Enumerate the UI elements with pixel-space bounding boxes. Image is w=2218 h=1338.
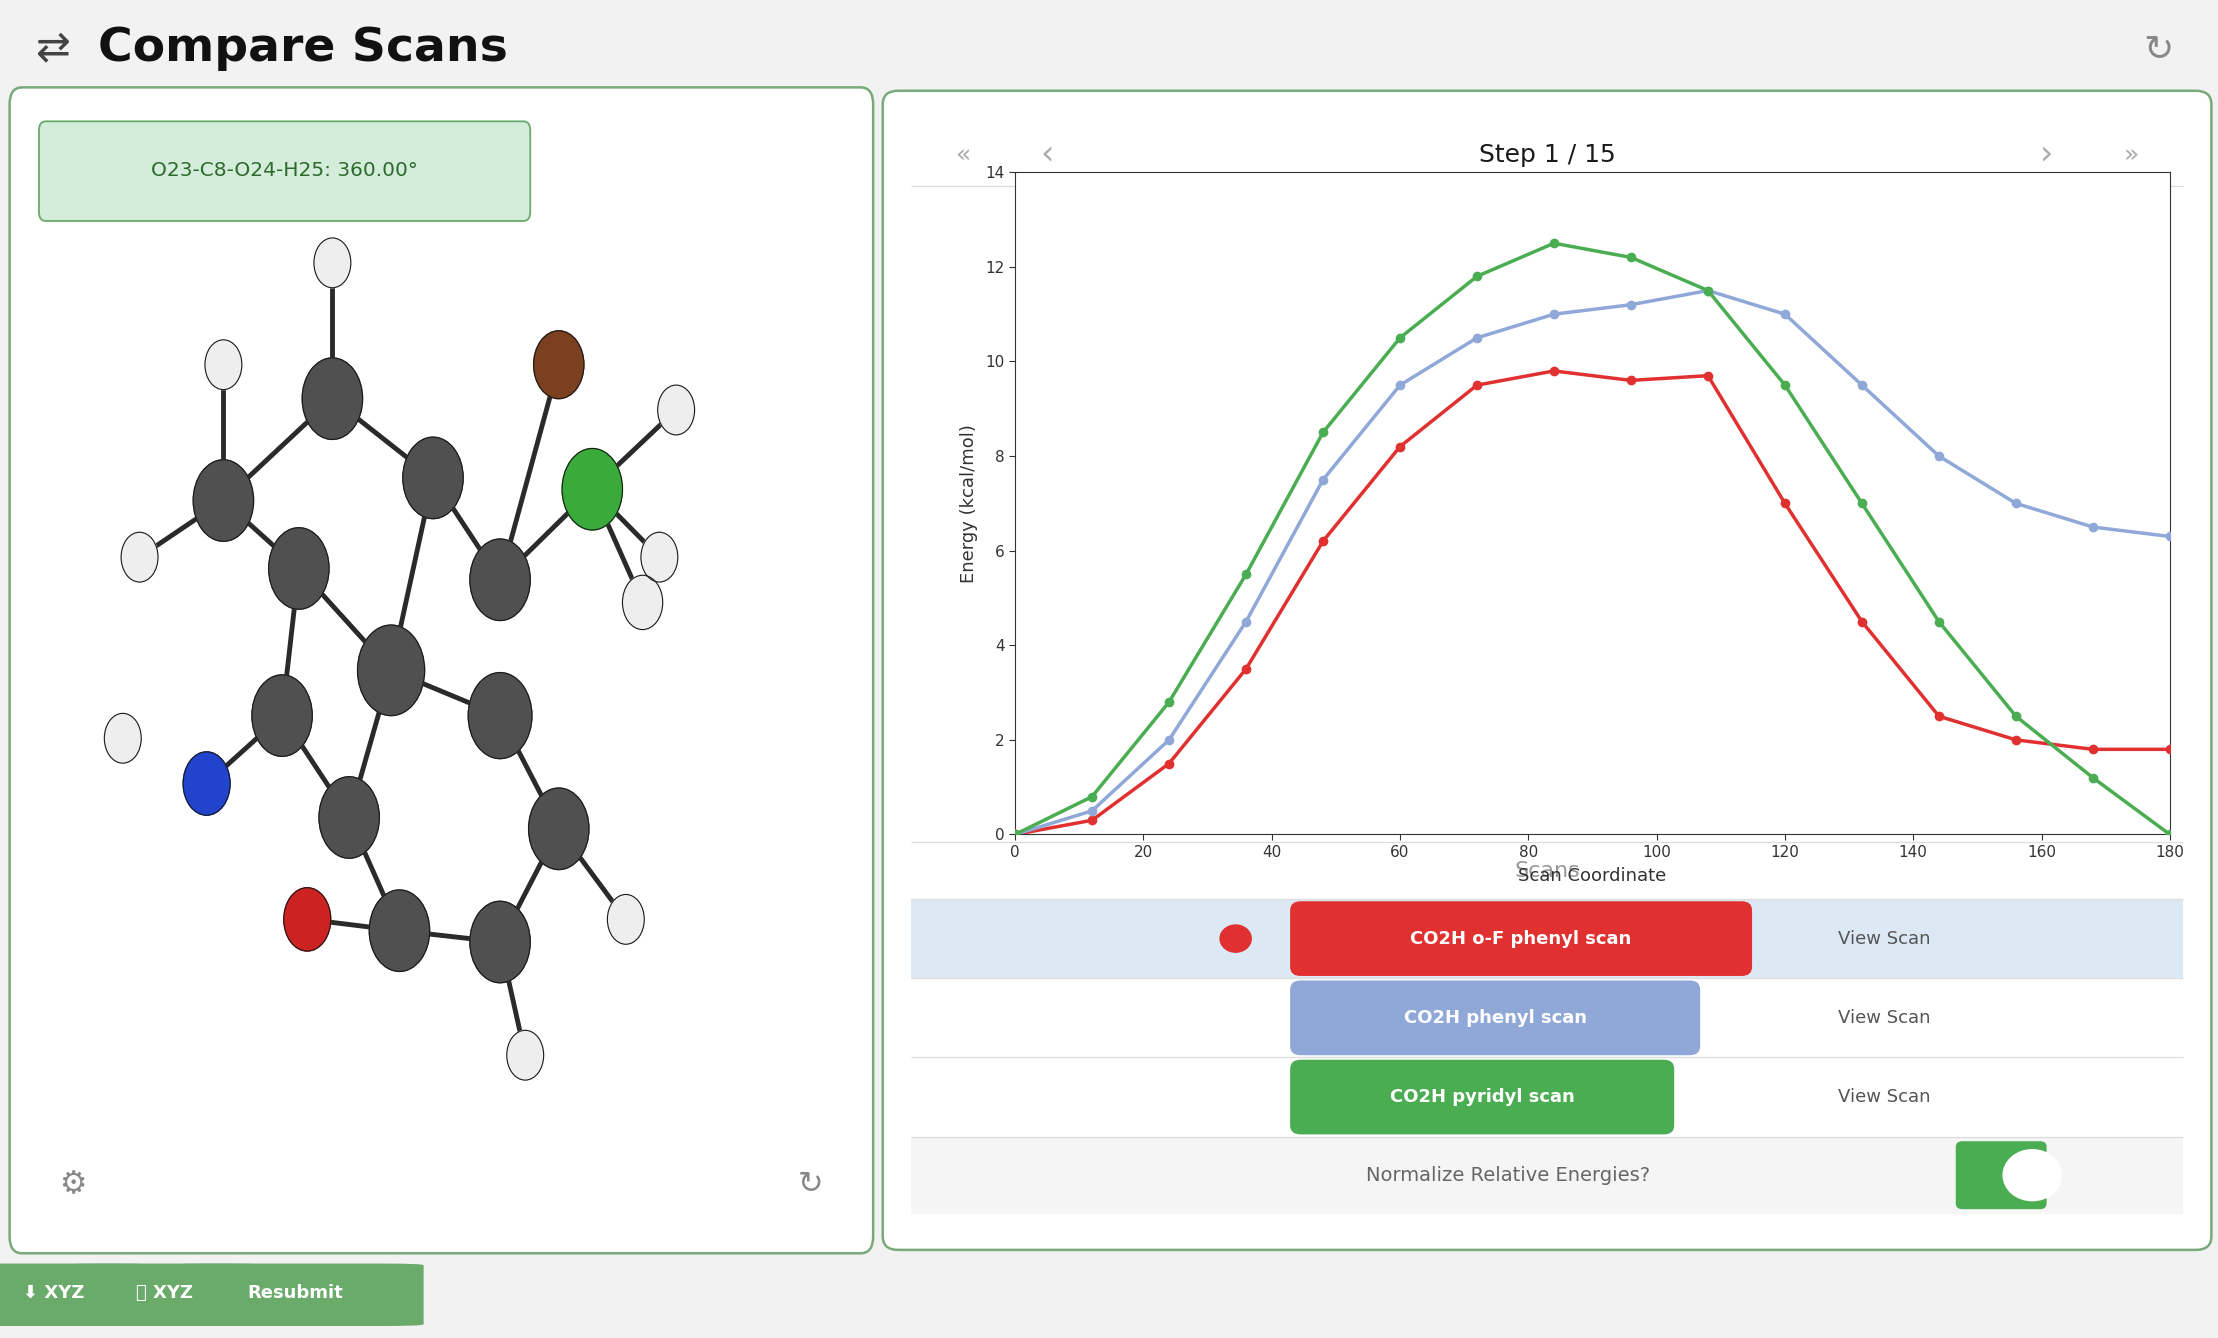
Circle shape [608,895,643,945]
Text: CO2H phenyl scan: CO2H phenyl scan [1404,1009,1586,1026]
Text: View Scan: View Scan [1839,930,1930,947]
FancyBboxPatch shape [0,1263,157,1326]
Text: ⎘ XYZ: ⎘ XYZ [135,1283,193,1302]
Circle shape [104,713,142,763]
Circle shape [184,752,231,815]
Circle shape [623,575,663,630]
Circle shape [368,890,430,971]
Text: Compare Scans: Compare Scans [98,27,508,71]
Circle shape [528,788,590,870]
Text: Resubmit: Resubmit [246,1283,344,1302]
Circle shape [470,539,530,621]
FancyBboxPatch shape [9,87,874,1254]
Text: Scans: Scans [1515,860,1579,880]
Circle shape [2003,1149,2061,1200]
Circle shape [315,238,350,288]
Text: »: » [2123,143,2138,167]
Circle shape [468,673,532,759]
Text: ↻: ↻ [2143,32,2174,66]
Text: CO2H o-F phenyl scan: CO2H o-F phenyl scan [1411,930,1632,947]
Circle shape [122,533,157,582]
Circle shape [1220,925,1251,953]
Circle shape [535,330,583,399]
Text: Step 1 / 15: Step 1 / 15 [1479,143,1615,167]
FancyBboxPatch shape [1956,1141,2047,1210]
Text: View Scan: View Scan [1839,1088,1930,1107]
Circle shape [357,625,424,716]
FancyBboxPatch shape [166,1263,424,1326]
FancyBboxPatch shape [1291,902,1752,975]
Text: O23-C8-O24-H25: 360.00°: O23-C8-O24-H25: 360.00° [151,161,417,179]
Text: ⚙: ⚙ [60,1169,87,1199]
FancyBboxPatch shape [912,899,2183,978]
Circle shape [268,527,328,609]
FancyBboxPatch shape [40,122,530,221]
Circle shape [204,340,242,389]
FancyBboxPatch shape [60,1263,268,1326]
FancyBboxPatch shape [883,91,2211,1250]
Text: CO2H pyridyl scan: CO2H pyridyl scan [1391,1088,1575,1107]
X-axis label: Scan Coordinate: Scan Coordinate [1519,867,1666,884]
Text: Normalize Relative Energies?: Normalize Relative Energies? [1366,1165,1650,1184]
Text: View Scan: View Scan [1839,1009,1930,1026]
FancyBboxPatch shape [912,1137,2183,1214]
FancyBboxPatch shape [1291,1060,1675,1135]
Text: «: « [956,143,971,167]
Circle shape [404,438,464,519]
Circle shape [302,359,362,439]
Circle shape [319,777,379,858]
Circle shape [506,1030,543,1080]
Y-axis label: Energy (kcal/mol): Energy (kcal/mol) [960,424,978,583]
Text: ↻: ↻ [798,1169,823,1199]
Circle shape [193,460,253,542]
Text: ‹: ‹ [1040,139,1054,171]
Circle shape [659,385,694,435]
Circle shape [284,887,330,951]
Text: ⬇ XYZ: ⬇ XYZ [22,1283,84,1302]
Circle shape [253,674,313,756]
Text: ⇄: ⇄ [35,28,71,70]
Circle shape [561,448,623,530]
Circle shape [470,902,530,982]
Text: ›: › [2041,139,2054,171]
Circle shape [641,533,679,582]
FancyBboxPatch shape [1291,981,1701,1056]
